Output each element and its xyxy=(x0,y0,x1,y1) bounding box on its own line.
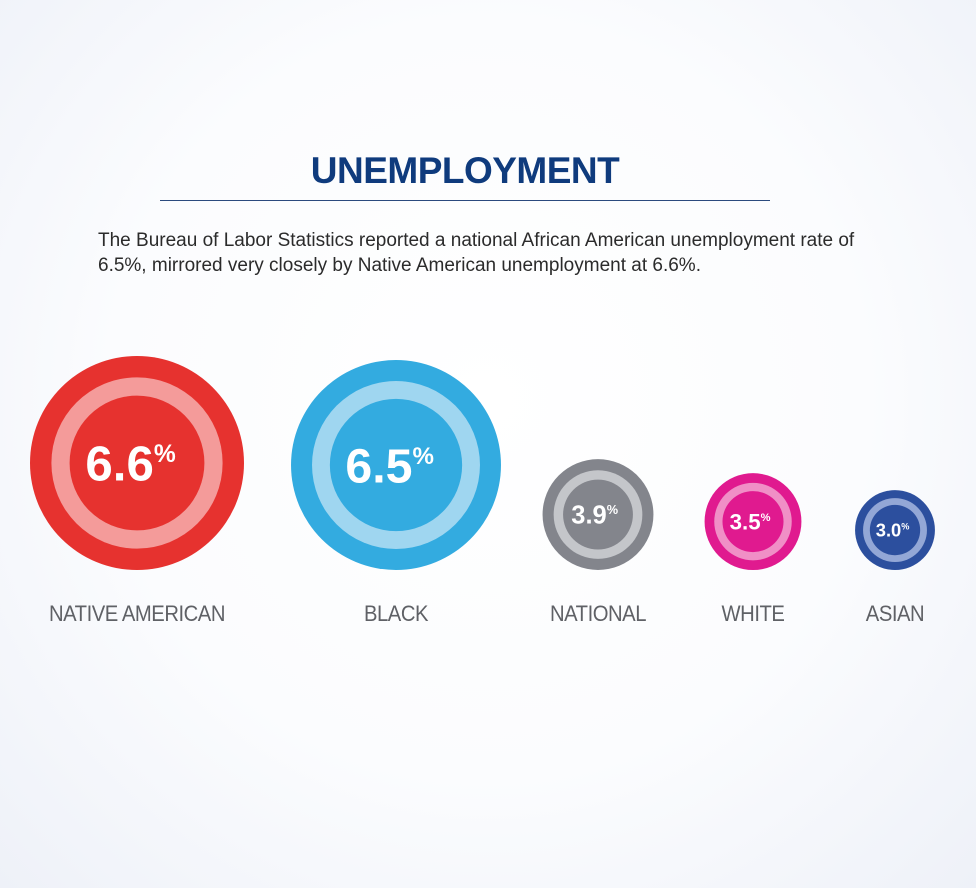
bubble-white: 3.5% xyxy=(704,473,802,570)
category-label-white: WHITE xyxy=(721,601,785,626)
value-unit: % xyxy=(761,512,771,524)
category-label-national: NATIONAL xyxy=(549,601,647,626)
chart-title: UNEMPLOYMENT xyxy=(310,150,620,191)
bubble-inner-national xyxy=(563,479,633,550)
value-unit: % xyxy=(413,443,434,470)
category-label-native-american: NATIVE AMERICAN xyxy=(48,601,226,626)
value-unit: % xyxy=(901,522,909,532)
bubble-asian: 3.0% xyxy=(855,490,935,570)
chart-description: The Bureau of Labor Statistics reported … xyxy=(98,230,855,276)
bubble-black: 6.5% xyxy=(291,360,501,570)
bubble-inner-asian xyxy=(869,504,921,556)
bubble-native-american: 6.6% xyxy=(30,356,244,570)
category-label-black: BLACK xyxy=(363,601,429,626)
title-divider xyxy=(160,200,770,201)
value-label-asian: 3.0% xyxy=(876,520,910,541)
bubble-inner-native-american xyxy=(69,395,205,531)
value-unit: % xyxy=(154,441,176,468)
bubble-national: 3.9% xyxy=(542,459,654,570)
value-unit: % xyxy=(607,502,618,517)
category-label-asian: ASIAN xyxy=(865,601,925,626)
bubble-inner-white xyxy=(722,491,784,553)
bubble-inner-black xyxy=(329,398,463,532)
